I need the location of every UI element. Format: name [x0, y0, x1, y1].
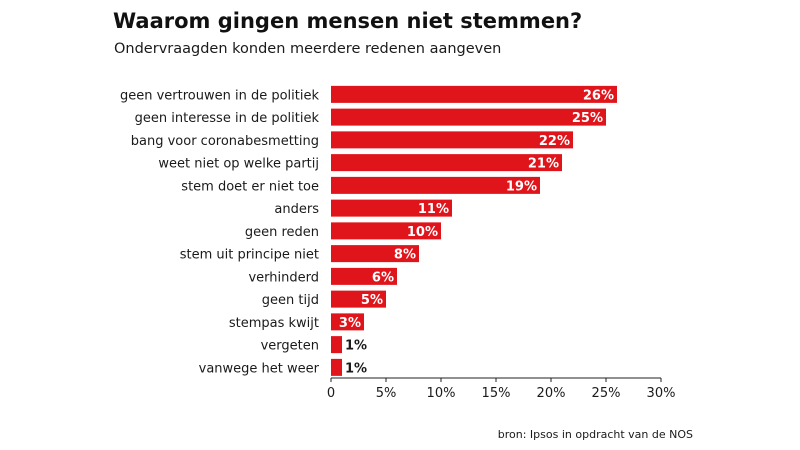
- chart-subtitle: Ondervraagden konden meerdere redenen aa…: [114, 41, 502, 57]
- bar: [331, 290, 386, 308]
- value-label: 8%: [394, 248, 416, 263]
- value-label: 11%: [418, 202, 449, 217]
- x-tick-label: 0: [327, 386, 335, 401]
- chart-title: Waarom gingen mensen niet stemmen?: [113, 9, 583, 33]
- category-label: geen interesse in de politiek: [135, 111, 320, 126]
- value-label: 22%: [539, 134, 570, 149]
- bar: [331, 108, 606, 126]
- x-tick-label: 10%: [427, 386, 456, 401]
- category-label: anders: [274, 202, 319, 217]
- x-tick-label: 5%: [376, 386, 397, 401]
- bar: [331, 131, 573, 149]
- category-label: geen reden: [245, 225, 319, 240]
- bar: [331, 336, 342, 354]
- bar: [331, 222, 441, 240]
- bar: [331, 245, 419, 263]
- category-label: stempas kwijt: [229, 316, 319, 331]
- bar: [331, 85, 617, 103]
- value-label: 6%: [372, 270, 394, 285]
- value-label: 25%: [572, 111, 603, 126]
- category-label: vanwege het weer: [199, 361, 320, 376]
- source-note: bron: Ipsos in opdracht van de NOS: [497, 428, 693, 441]
- category-label: geen tijd: [262, 293, 319, 308]
- value-label: 26%: [583, 88, 614, 103]
- bar: [331, 176, 540, 194]
- category-label: stem doet er niet toe: [181, 179, 319, 194]
- value-label: 1%: [345, 339, 367, 354]
- category-label: vergeten: [261, 339, 319, 354]
- category-label: bang voor coronabesmetting: [131, 134, 319, 149]
- x-tick-label: 20%: [537, 386, 566, 401]
- value-label: 1%: [345, 361, 367, 376]
- category-label: verhinderd: [248, 270, 319, 285]
- x-tick-label: 30%: [647, 386, 676, 401]
- x-tick-label: 15%: [482, 386, 511, 401]
- x-tick-label: 25%: [592, 386, 621, 401]
- value-label: 21%: [528, 157, 559, 172]
- value-label: 19%: [506, 179, 537, 194]
- value-label: 3%: [339, 316, 361, 331]
- bar: [331, 313, 364, 331]
- bar: [331, 199, 452, 217]
- value-label: 10%: [407, 225, 438, 240]
- value-label: 5%: [361, 293, 383, 308]
- category-label: weet niet op welke partij: [158, 157, 319, 172]
- category-label: stem uit principe niet: [180, 248, 319, 263]
- bar: [331, 154, 562, 172]
- bar: [331, 267, 397, 285]
- category-label: geen vertrouwen in de politiek: [120, 88, 320, 103]
- bar: [331, 358, 342, 376]
